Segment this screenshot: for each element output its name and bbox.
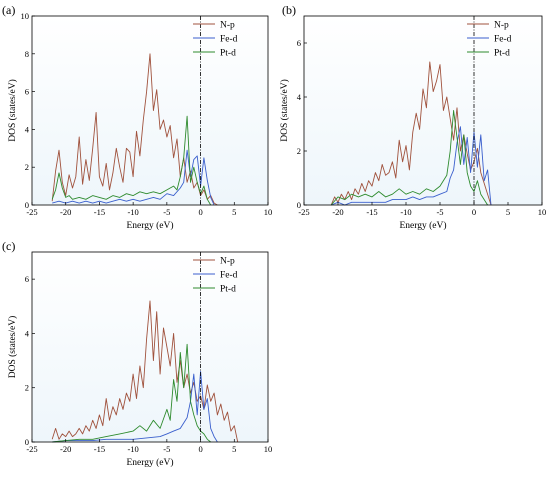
y-tick-label: 0 bbox=[297, 200, 301, 210]
plot-area bbox=[304, 16, 542, 205]
x-tick-label: 10 bbox=[538, 207, 547, 217]
legend-entry: Pt-d bbox=[494, 49, 510, 59]
x-tick-label: -10 bbox=[127, 207, 138, 217]
x-axis-label: Energy (eV) bbox=[126, 220, 173, 231]
series-line-pt-d bbox=[52, 343, 211, 443]
y-tick-label: 8 bbox=[25, 49, 29, 59]
legend-entry: Pt-d bbox=[220, 49, 236, 59]
x-tick-label: 5 bbox=[506, 207, 510, 217]
x-tick-label: -10 bbox=[400, 207, 411, 217]
plot-area bbox=[32, 252, 268, 442]
x-tick-label: -15 bbox=[366, 207, 377, 217]
x-tick-label: -20 bbox=[60, 207, 71, 217]
x-tick-label: 10 bbox=[264, 207, 273, 217]
panel-label: (c) bbox=[2, 239, 15, 253]
series-line-pt-d bbox=[51, 115, 212, 206]
legend-entry: Fe-d bbox=[220, 35, 238, 45]
y-axis-label: DOS (states/eV) bbox=[7, 79, 18, 142]
legend-entry: Fe-d bbox=[220, 271, 238, 281]
x-tick-label: 0 bbox=[198, 444, 202, 454]
x-tick-label: -25 bbox=[26, 207, 37, 217]
panel-c: (c) -25 -20 -15 -10 -5 0 5 10 0 2 4 6 Energy (eV) DOS… bbox=[2, 239, 272, 468]
plot-frame bbox=[31, 251, 269, 443]
x-tick-label: -15 bbox=[94, 444, 105, 454]
y-tick-label: 2 bbox=[25, 162, 29, 172]
y-axis-label: DOS (states/eV) bbox=[7, 316, 18, 379]
y-tick-label: 4 bbox=[25, 124, 30, 134]
y-tick-label: 6 bbox=[25, 274, 29, 284]
plot-frame bbox=[31, 15, 269, 206]
y-tick-label: 6 bbox=[297, 38, 301, 48]
legend-entry: N-p bbox=[494, 21, 509, 31]
plot-area bbox=[32, 16, 268, 205]
legend-entry: Fe-d bbox=[494, 35, 512, 45]
y-axis-label: DOS (states/eV) bbox=[279, 79, 290, 142]
x-tick-label: -25 bbox=[26, 444, 37, 454]
x-axis-label: Energy (eV) bbox=[399, 220, 446, 231]
x-tick-label: 5 bbox=[232, 444, 236, 454]
series-line-fe-d bbox=[331, 126, 492, 206]
panel-a: (a) -25 -20 -15 -10 -5 0 5 10 0 2 4 6 8 10 Energy (eV)… bbox=[2, 3, 272, 231]
x-tick-label: 0 bbox=[472, 207, 476, 217]
series-line-pt-d bbox=[330, 110, 488, 206]
y-tick-label: 10 bbox=[21, 11, 30, 21]
x-tick-label: -5 bbox=[163, 207, 170, 217]
x-tick-label: -20 bbox=[60, 444, 71, 454]
x-tick-label: -5 bbox=[163, 444, 170, 454]
x-tick-label: -15 bbox=[94, 207, 105, 217]
legend-entry: Pt-d bbox=[220, 285, 236, 295]
y-tick-label: 2 bbox=[297, 146, 301, 156]
x-tick-label: -10 bbox=[127, 444, 138, 454]
x-tick-label: -5 bbox=[436, 207, 443, 217]
plot-frame bbox=[303, 15, 543, 206]
x-axis-label: Energy (eV) bbox=[126, 457, 173, 468]
panel-label: (b) bbox=[282, 3, 296, 17]
y-tick-label: 2 bbox=[25, 383, 29, 393]
x-tick-label: 5 bbox=[232, 207, 236, 217]
series-line-fe-d bbox=[52, 149, 215, 206]
y-tick-label: 0 bbox=[25, 200, 29, 210]
legend-entry: N-p bbox=[220, 21, 235, 31]
x-tick-label: 0 bbox=[198, 207, 202, 217]
panel-b: (b) -25 -20 -15 -10 -5 0 5 10 0 2 4 6 Energy (eV) DOS… bbox=[279, 3, 546, 231]
legend-entry: N-p bbox=[220, 257, 235, 267]
panel-label: (a) bbox=[2, 3, 15, 17]
y-tick-label: 4 bbox=[25, 328, 30, 338]
y-tick-label: 4 bbox=[297, 92, 302, 102]
y-tick-label: 6 bbox=[25, 87, 29, 97]
x-tick-label: -20 bbox=[332, 207, 343, 217]
y-tick-label: 0 bbox=[25, 437, 29, 447]
series-line-n-p bbox=[51, 300, 239, 443]
x-tick-label: 10 bbox=[264, 444, 273, 454]
x-tick-label: -25 bbox=[298, 207, 309, 217]
